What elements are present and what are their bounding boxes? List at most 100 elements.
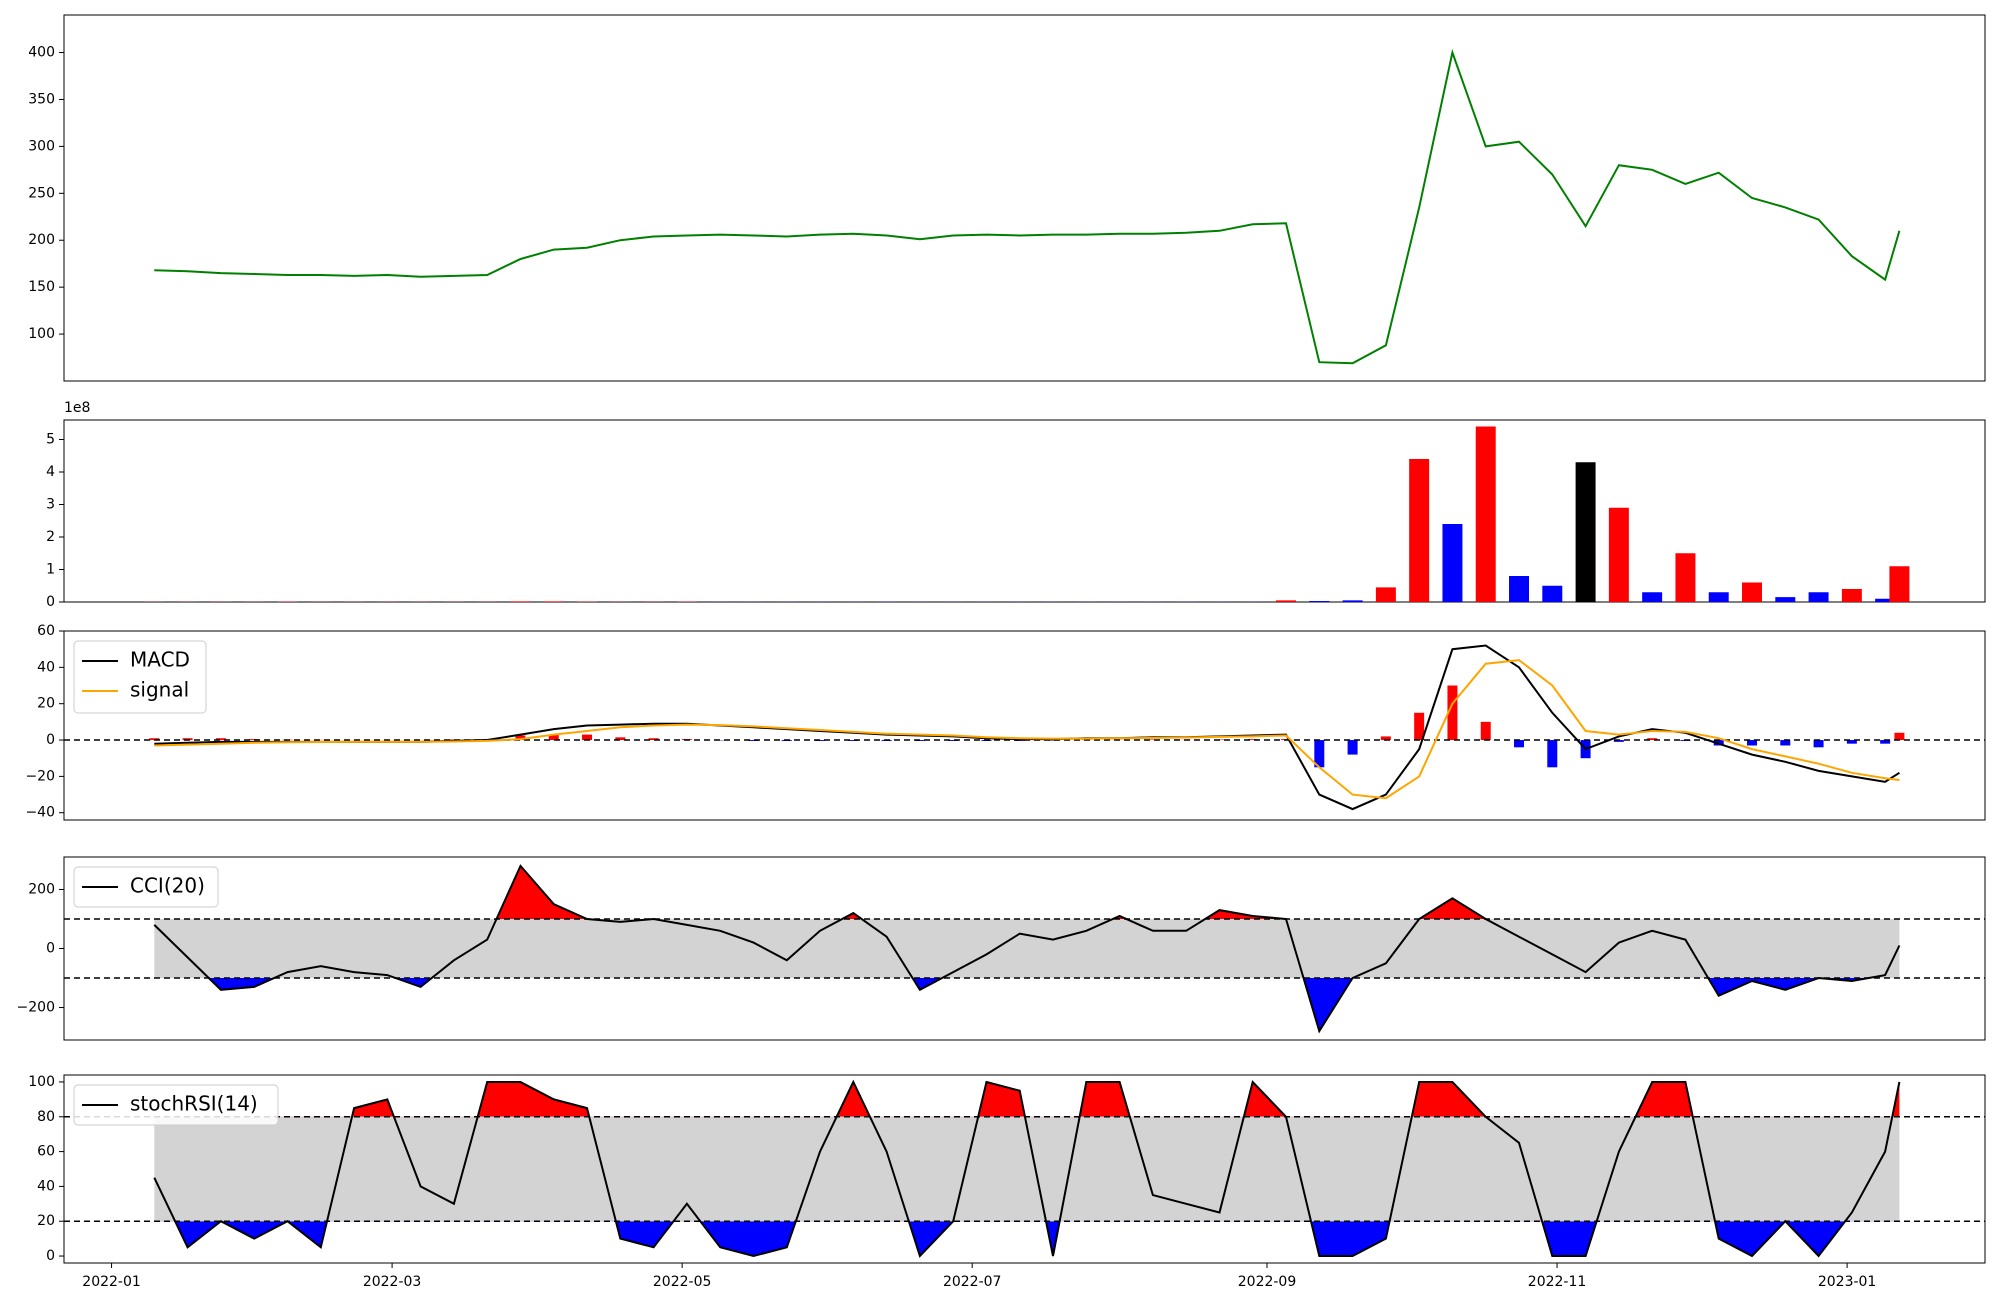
volume-bar <box>1575 462 1596 602</box>
histogram-bar <box>1380 736 1391 741</box>
histogram-bar <box>1347 740 1358 755</box>
volume-bar <box>1675 553 1696 602</box>
volume-bar <box>1342 600 1363 602</box>
panel: −200 0 200 CCI(20) <box>17 856 1986 1041</box>
legend-box <box>73 866 219 908</box>
volume-bar <box>1742 582 1762 602</box>
volume-bar <box>1608 507 1629 602</box>
histogram-bar <box>615 737 626 741</box>
volume-bar <box>510 601 531 602</box>
y-tick-label: 100 <box>28 1074 55 1090</box>
y-tick-label: 20 <box>37 1213 55 1229</box>
histogram-bar <box>448 739 459 741</box>
y-tick-label: −40 <box>25 805 55 821</box>
volume-bar <box>1708 592 1729 602</box>
neutral-band <box>154 918 1900 979</box>
y-tick-label: 250 <box>28 185 55 201</box>
indicator-line <box>153 864 1901 1034</box>
histogram-bar <box>1514 740 1525 748</box>
volume-bar <box>1775 597 1796 602</box>
volume-bar <box>1841 589 1862 602</box>
overbought-fill <box>352 1082 1900 1117</box>
y-tick-label: 0 <box>46 732 55 748</box>
histogram-bar <box>1480 721 1491 741</box>
volume-bar <box>1875 598 1896 602</box>
histogram-bar <box>815 740 826 741</box>
legend-box <box>73 1084 279 1126</box>
y-tick-label: 5 <box>46 432 55 448</box>
histogram-bar <box>1894 732 1905 741</box>
volume-bar <box>1442 524 1463 602</box>
y-tick-label: 60 <box>37 1144 55 1160</box>
histogram-bar <box>1147 739 1158 741</box>
histogram-bar <box>1647 738 1658 741</box>
volume-bar <box>1409 459 1430 602</box>
panel: −40 −20 0 20 40 60 MACD signal <box>25 623 1986 821</box>
volume-bar <box>1509 576 1530 602</box>
volume-bar <box>1542 585 1563 602</box>
panel: 0 1 2 3 4 5 1e8 <box>46 400 1986 610</box>
y-tick-label: 1 <box>46 562 55 578</box>
legend-label: CCI(20) <box>130 874 205 898</box>
x-tick-label: 2022-05 <box>653 1274 712 1290</box>
volume-bar <box>1375 587 1396 602</box>
legend-label: MACD <box>130 648 190 672</box>
plot-frame <box>63 630 1986 821</box>
histogram-bar <box>1414 712 1425 741</box>
histogram-bar <box>1547 740 1558 768</box>
histogram-bar <box>1846 740 1857 744</box>
volume-bar <box>1642 592 1663 602</box>
histogram-bar <box>1880 740 1891 744</box>
histogram-bar <box>1613 740 1624 742</box>
y-tick-label: 40 <box>37 659 55 675</box>
y-tick-label: 3 <box>46 497 55 513</box>
volume-bar <box>1276 600 1297 602</box>
volume-bar <box>1808 592 1829 602</box>
y-tick-label: 2 <box>46 529 55 545</box>
histogram-bar <box>1747 740 1758 746</box>
histogram-bar <box>182 738 193 741</box>
histogram-bar <box>1780 740 1791 746</box>
x-tick-label: 2022-01 <box>82 1274 141 1290</box>
y-tick-label: 0 <box>46 1248 55 1264</box>
x-tick-label: 2022-07 <box>943 1274 1002 1290</box>
y-tick-label: 40 <box>37 1178 55 1194</box>
histogram-bar <box>548 734 559 741</box>
indicator-line <box>154 644 1900 811</box>
histogram-bar <box>149 738 160 741</box>
y-tick-label: 150 <box>28 279 55 295</box>
y-tick-label: 350 <box>28 91 55 107</box>
legend-label: signal <box>130 678 189 702</box>
y-tick-label: 4 <box>46 464 55 480</box>
neutral-band <box>154 1116 1900 1222</box>
histogram-bar <box>748 740 759 741</box>
y-tick-label: 100 <box>28 326 55 342</box>
legend-box <box>73 640 207 714</box>
y-tick-label: 20 <box>37 696 55 712</box>
volume-bar <box>1309 601 1330 602</box>
histogram-bar <box>1314 740 1325 768</box>
histogram-bar <box>1813 740 1824 748</box>
histogram-bar <box>1247 739 1258 741</box>
indicator-line <box>153 1079 1901 1258</box>
histogram-bar <box>848 740 859 741</box>
y-tick-label: 200 <box>28 232 55 248</box>
volume-bar <box>1889 566 1910 602</box>
x-tick-label: 2022-09 <box>1238 1274 1297 1290</box>
histogram-bar <box>582 734 593 741</box>
plot-frame <box>63 14 1986 382</box>
y-tick-label: 0 <box>46 594 55 610</box>
x-tick-label: 2022-11 <box>1528 1274 1587 1290</box>
x-tick-label: 2023-01 <box>1818 1274 1877 1290</box>
volume-bar <box>1475 426 1496 602</box>
y-tick-label: 0 <box>46 941 55 957</box>
histogram-bar <box>1447 685 1458 741</box>
histogram-bar <box>948 740 959 741</box>
panel: 0 20 40 60 80 100 2022-01 2022-03 2022-05 2022-07… <box>28 1074 1986 1290</box>
histogram-bar <box>215 738 226 741</box>
axis-offset-label: 1e8 <box>64 400 90 416</box>
volume-bar <box>543 601 564 602</box>
histogram-bar <box>1048 740 1059 741</box>
price-line <box>154 48 1901 365</box>
